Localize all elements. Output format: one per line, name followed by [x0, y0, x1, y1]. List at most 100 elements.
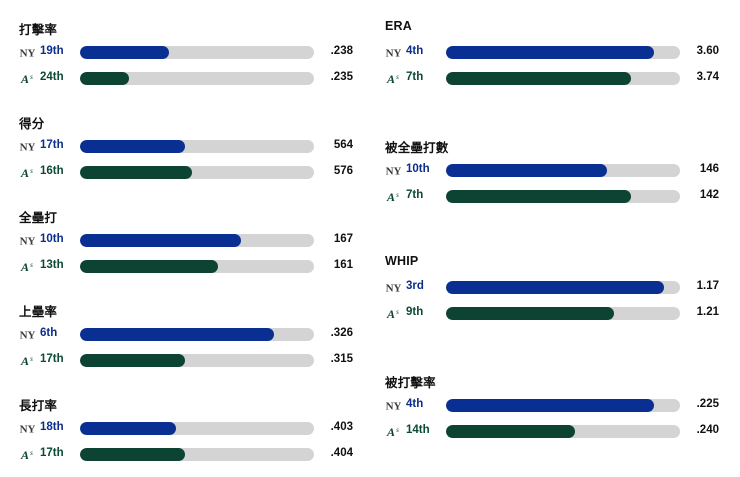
svg-text:s: s	[396, 426, 399, 434]
rank-bar-fill	[446, 425, 575, 438]
svg-text:s: s	[30, 167, 33, 175]
yankees-logo-icon: NY	[385, 279, 401, 295]
svg-text:A: A	[386, 72, 395, 86]
rank-bar-fill	[446, 399, 655, 412]
rank-bar-fill	[80, 328, 275, 341]
stat-value: 146	[699, 163, 719, 175]
rank-bar-track	[80, 260, 314, 273]
rank-label: 6th	[40, 327, 58, 339]
svg-text:s: s	[30, 355, 33, 363]
stat-value: .326	[330, 327, 353, 339]
yankees-logo-icon: NY	[19, 232, 35, 248]
svg-text:NY: NY	[386, 47, 401, 59]
svg-text:s: s	[396, 308, 399, 316]
svg-text:NY: NY	[20, 47, 35, 59]
rank-bar-fill	[80, 46, 169, 59]
rank-label: 17th	[40, 139, 64, 151]
rank-bar-fill	[446, 72, 631, 85]
svg-text:NY: NY	[20, 329, 35, 341]
rank-label: 18th	[40, 421, 64, 433]
rank-label: 3rd	[406, 280, 424, 292]
team-stat-row-yankees: NY 4th .225	[385, 397, 725, 413]
stat-title: 被打擊率	[385, 376, 436, 390]
rank-bar-fill	[446, 307, 615, 320]
stat-title: 長打率	[19, 399, 58, 413]
rank-bar-fill	[80, 166, 193, 179]
team-stat-row-yankees: NY 10th 167	[19, 232, 359, 248]
rank-bar-track	[80, 72, 314, 85]
rank-bar-fill	[80, 422, 176, 435]
rank-bar-track	[80, 166, 314, 179]
stat-value: .238	[330, 45, 353, 57]
stat-title: 打擊率	[19, 23, 58, 37]
svg-text:A: A	[386, 307, 395, 321]
stat-title: 全壘打	[19, 211, 58, 225]
rank-label: 7th	[406, 71, 424, 83]
rank-label: 17th	[40, 447, 64, 459]
stat-value: 142	[699, 189, 719, 201]
rank-bar-track	[80, 46, 314, 59]
stat-value: 1.21	[696, 306, 719, 318]
svg-text:A: A	[386, 190, 395, 204]
svg-text:s: s	[396, 191, 399, 199]
rank-bar-track	[446, 164, 680, 177]
rank-bar-track	[446, 190, 680, 203]
rank-label: 7th	[406, 189, 424, 201]
team-stat-row-yankees: NY 18th .403	[19, 420, 359, 436]
yankees-logo-icon: NY	[385, 44, 401, 60]
svg-text:NY: NY	[386, 165, 401, 177]
svg-text:s: s	[30, 261, 33, 269]
rank-bar-track	[446, 46, 680, 59]
svg-text:A: A	[386, 425, 395, 439]
svg-text:A: A	[20, 72, 29, 86]
yankees-logo-icon: NY	[385, 397, 401, 413]
stat-value: 576	[333, 165, 353, 177]
rank-bar-track	[446, 307, 680, 320]
yankees-logo-icon: NY	[19, 420, 35, 436]
svg-text:A: A	[20, 448, 29, 462]
rank-bar-fill	[80, 234, 242, 247]
stat-title: 上壘率	[19, 305, 58, 319]
rank-label: 9th	[406, 306, 424, 318]
stat-value: .403	[330, 421, 353, 433]
rank-label: 14th	[406, 424, 430, 436]
stat-value: 167	[333, 233, 353, 245]
svg-text:s: s	[396, 73, 399, 81]
stat-value: .404	[330, 447, 353, 459]
stat-title: ERA	[385, 19, 412, 33]
yankees-logo-icon: NY	[19, 44, 35, 60]
rank-bar-track	[446, 72, 680, 85]
svg-text:s: s	[30, 73, 33, 81]
stat-value: .315	[330, 353, 353, 365]
svg-text:NY: NY	[386, 400, 401, 412]
rank-label: 4th	[406, 45, 424, 57]
rank-bar-fill	[446, 281, 664, 294]
team-stat-row-yankees: NY 3rd 1.17	[385, 279, 725, 295]
rank-label: 16th	[40, 165, 64, 177]
rank-bar-track	[446, 281, 680, 294]
team-stat-row-yankees: NY 17th 564	[19, 138, 359, 154]
svg-text:NY: NY	[20, 235, 35, 247]
rank-label: 4th	[406, 398, 424, 410]
team-stat-row-yankees: NY 6th .326	[19, 326, 359, 342]
